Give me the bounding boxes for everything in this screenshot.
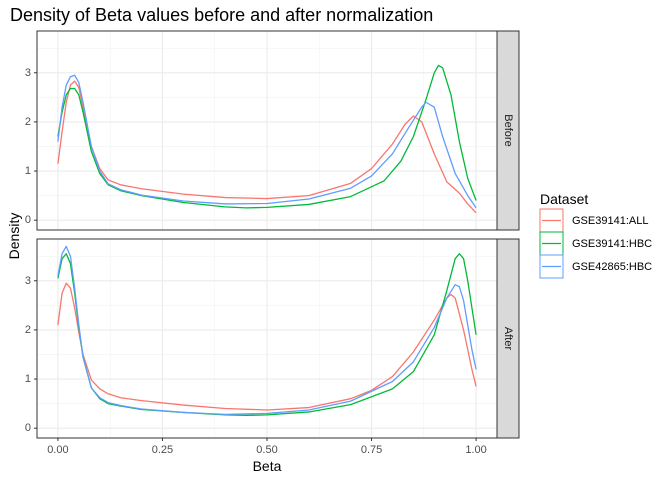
legend-item: GSE39141:HBC [539,231,652,256]
legend-title: Dataset [540,191,588,207]
facet-strip [496,238,520,439]
legend: Dataset GSE39141:ALL GSE39141:HBC GSE42865… [539,191,652,279]
legend-label: GSE42865:HBC [572,261,652,273]
legend-label: GSE39141:ALL [572,215,648,227]
x-axis-title: Beta [253,458,282,474]
legend-label: GSE39141:HBC [572,238,652,250]
legend-item: GSE42865:HBC [539,254,652,279]
series-line-gse42865-hbc [57,245,477,416]
y-tick-label: 1 [25,373,31,385]
y-tick-label: 2 [25,324,31,336]
y-tick-label: 2 [25,116,31,128]
facet-panels: Before 0 1 2 3 After 0 1 2 3 0.00 0.25 0.50 0.75 1.00 [25,30,520,456]
series-line-gse39141-hbc [57,64,477,209]
y-tick-label: 0 [25,422,31,434]
y-tick-label: 0 [25,214,31,226]
y-tick-label: 3 [25,67,31,79]
x-tick-label: 0.25 [152,444,173,456]
y-tick-label: 3 [25,275,31,287]
series-line-gse42865-hbc [57,74,477,209]
chart-title: Density of Beta values before and after … [10,5,433,25]
x-tick-label: 1.00 [465,444,486,456]
facet-strip-label: After [502,327,514,351]
x-tick-label: 0.75 [361,444,382,456]
panel-after: After 0 1 2 3 [25,238,520,439]
legend-items: GSE39141:ALL GSE39141:HBC GSE42865:HBC [539,208,652,279]
x-tick-label: 0.00 [47,444,68,456]
series-line-gse39141-all [57,282,477,411]
legend-item: GSE39141:ALL [539,208,648,233]
panel-before: Before 0 1 2 3 [25,30,520,231]
facet-strip-label: Before [502,114,514,146]
y-axis-title: Density [6,213,22,260]
facet-strip [496,30,520,231]
series-line-gse39141-all [57,80,477,214]
y-tick-label: 1 [25,165,31,177]
x-tick-label: 0.50 [256,444,277,456]
